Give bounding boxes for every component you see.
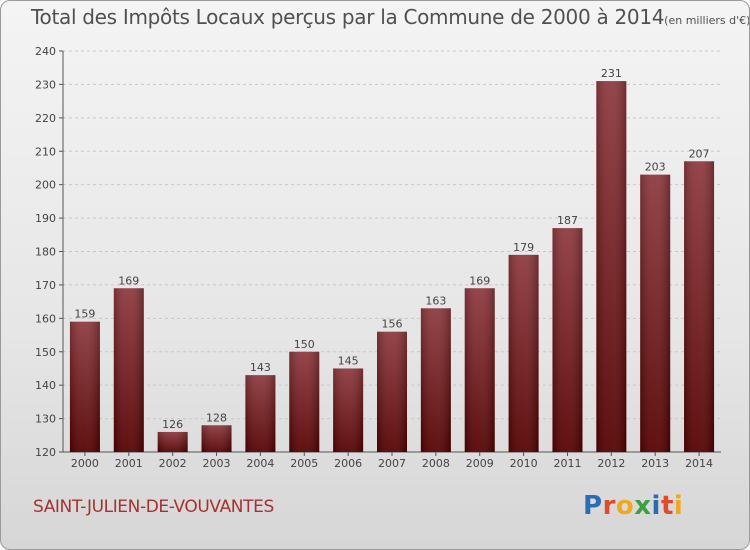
bar-shade-2011 [552,228,583,452]
y-tick-label: 170 [35,279,56,292]
value-label-2010: 179 [513,241,534,254]
bar-shade-2000 [69,321,100,452]
y-tick-label: 210 [35,145,56,158]
labels: 159 2000 169 2001 126 2002 128 2003 143 2004 150 20… [71,67,713,470]
x-label-2000: 2000 [71,457,99,470]
bar-shade-2009 [464,288,495,452]
logo-letter: x [634,491,652,521]
y-tick-label: 230 [35,78,56,91]
axes: 120 130 140 150 160 170 180 190 200 210 220 230 240 [35,45,721,459]
value-label-2002: 126 [162,418,183,431]
bar-shade-2004 [245,375,276,452]
value-label-2006: 145 [338,354,359,367]
x-label-2014: 2014 [685,457,713,470]
bar-shade-2002 [157,431,188,452]
y-tick-label: 140 [35,379,56,392]
bar-shade-2014 [684,161,715,452]
x-label-2006: 2006 [334,457,362,470]
x-label-2007: 2007 [378,457,406,470]
bar-shade-2010 [508,254,539,452]
y-tick-label: 160 [35,312,56,325]
value-label-2014: 207 [689,147,710,160]
value-label-2000: 159 [74,308,95,321]
value-label-2007: 156 [382,318,403,331]
value-label-2012: 231 [601,67,622,80]
x-label-2009: 2009 [466,457,494,470]
x-label-2012: 2012 [597,457,625,470]
y-tick-label: 240 [35,45,56,58]
y-tick-label: 180 [35,246,56,259]
chart-unit: (en milliers d'€) [664,14,750,27]
logo-letter: i [673,491,684,521]
x-label-2010: 2010 [510,457,538,470]
value-label-2004: 143 [250,361,271,374]
commune-name: SAINT-JULIEN-DE-VOUVANTES [33,497,274,517]
bar-shade-2007 [377,331,407,452]
value-label-2013: 203 [645,161,666,174]
y-tick-label: 220 [35,112,56,125]
bar-shade-2008 [420,308,451,452]
y-tick-label: 190 [35,212,56,225]
logo-letter: i [651,491,661,521]
bar-shade-2003 [201,425,232,452]
bar-shade-2001 [113,288,144,452]
y-tick-label: 120 [35,446,56,459]
value-label-2008: 163 [425,294,446,307]
value-label-2011: 187 [557,214,578,227]
x-label-2003: 2003 [203,457,231,470]
logo-letter: r [602,491,616,521]
x-label-2002: 2002 [159,457,187,470]
bar-shade-2012 [596,81,627,452]
value-label-2001: 169 [118,274,139,287]
bar-shade-2013 [640,174,671,452]
logo-letter: P [583,491,603,521]
bar-shade-2005 [289,351,320,452]
value-label-2003: 128 [206,411,227,424]
proxiti-logo[interactable]: Proxiti [583,491,683,521]
x-label-2001: 2001 [115,457,143,470]
x-label-2004: 2004 [246,457,274,470]
logo-letter: t [660,491,674,521]
bars [69,81,715,452]
y-tick-label: 200 [35,179,56,192]
bar-shade-2006 [333,368,364,452]
y-tick-label: 130 [35,413,56,426]
logo-letter: o [615,491,635,521]
value-label-2009: 169 [469,274,490,287]
x-label-2005: 2005 [290,457,318,470]
value-label-2005: 150 [294,338,315,351]
x-label-2008: 2008 [422,457,450,470]
chart-title: Total des Impôts Locaux perçus par la Co… [31,5,750,29]
x-label-2011: 2011 [553,457,581,470]
y-tick-label: 150 [35,346,56,359]
chart-title-text: Total des Impôts Locaux perçus par la Co… [31,5,665,29]
x-label-2013: 2013 [641,457,669,470]
